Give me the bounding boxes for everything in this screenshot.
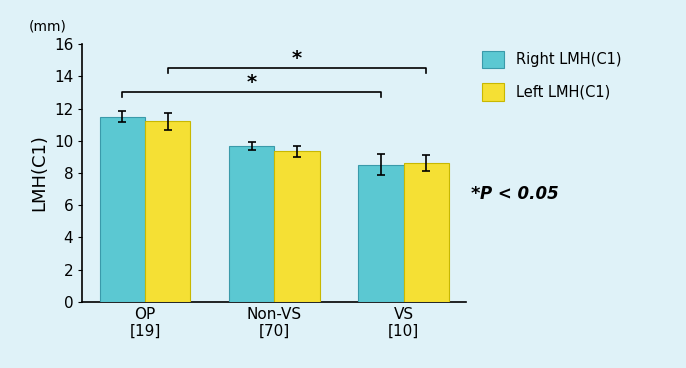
Text: (mm): (mm) xyxy=(29,20,67,34)
Text: *: * xyxy=(247,72,257,92)
Bar xyxy=(145,121,190,302)
Text: *: * xyxy=(292,49,302,67)
Bar xyxy=(359,165,404,302)
Text: P < 0.05: P < 0.05 xyxy=(480,185,558,202)
Text: *: * xyxy=(471,185,480,202)
Legend: Right LMH(C1), Left LMH(C1): Right LMH(C1), Left LMH(C1) xyxy=(477,46,626,105)
Bar xyxy=(404,163,449,302)
Bar xyxy=(99,117,145,302)
Y-axis label: LMH(C1): LMH(C1) xyxy=(30,135,48,211)
Bar xyxy=(274,151,320,302)
Bar xyxy=(229,146,274,302)
